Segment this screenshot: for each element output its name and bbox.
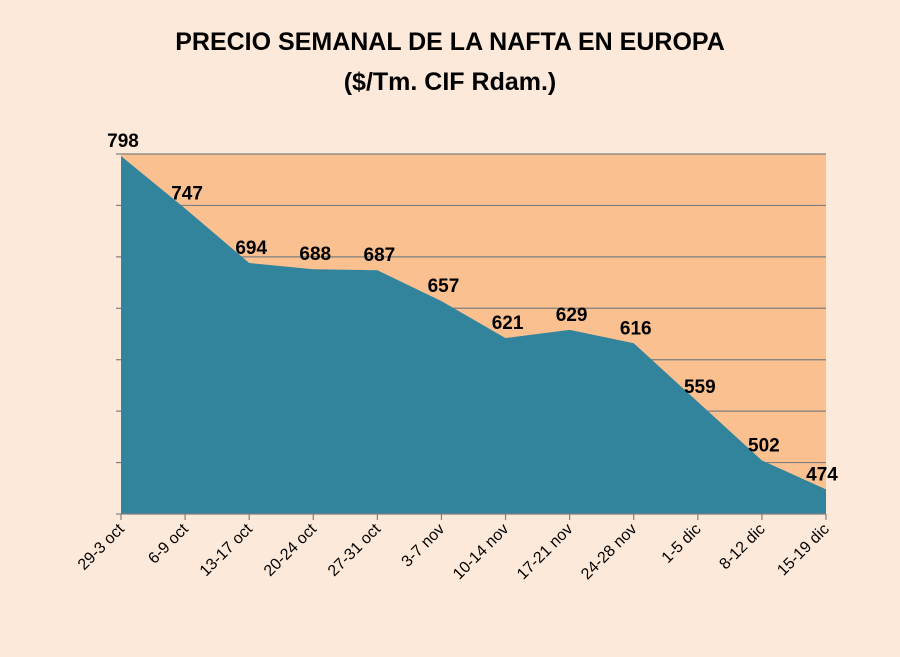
x-tick-label: 10-14 nov — [450, 521, 512, 583]
x-tick-label: 3-7 nov — [399, 521, 449, 571]
data-label: 502 — [748, 436, 780, 457]
data-label: 687 — [364, 245, 396, 266]
x-tick-label: 20-24 oct — [261, 520, 321, 580]
data-label: 798 — [107, 131, 139, 152]
series-area — [121, 156, 826, 515]
x-tick-label: 29-3 oct — [75, 520, 128, 573]
data-label: 657 — [428, 276, 460, 297]
x-tick-label: 8-12 dic — [716, 521, 768, 573]
data-label: 616 — [620, 318, 652, 339]
x-tick-label: 24-28 nov — [578, 521, 640, 583]
x-tick-label: 6-9 oct — [145, 520, 192, 567]
data-label: 688 — [299, 244, 331, 265]
chart-title: PRECIO SEMANAL DE LA NAFTA EN EUROPA — [175, 28, 725, 56]
data-label: 559 — [684, 377, 716, 398]
data-label: 747 — [171, 184, 203, 205]
x-tick-label: 15-19 dic — [774, 521, 833, 580]
x-tick-label: 17-21 nov — [514, 521, 576, 583]
data-label: 694 — [235, 238, 267, 259]
data-label: 474 — [806, 464, 838, 485]
x-tick-label: 1-5 dic — [659, 521, 705, 567]
data-label: 621 — [492, 313, 524, 334]
chart-subtitle: ($/Tm. CIF Rdam.) — [343, 68, 557, 96]
data-label: 629 — [556, 305, 588, 326]
x-tick-label: 13-17 oct — [197, 520, 257, 580]
x-tick-label: 27-31 oct — [325, 520, 385, 580]
